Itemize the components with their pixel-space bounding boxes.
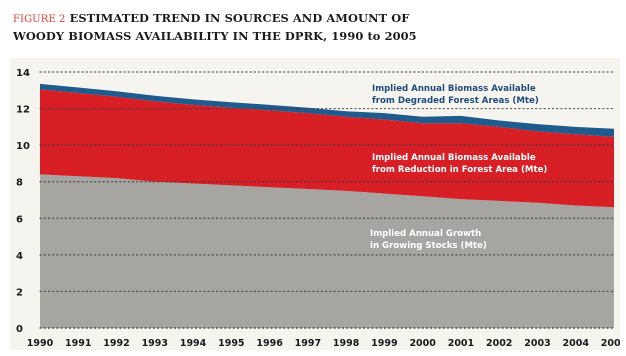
- x-tick-label-2004: 2004: [563, 338, 590, 349]
- x-tick-label-1990: 1990: [27, 338, 54, 349]
- y-tick-label-2: 2: [16, 287, 23, 298]
- series-label-2-line-2: from Reduction in Forest Area (Mte): [372, 165, 547, 175]
- title-line-2: WOODY BIOMASS AVAILABILITY IN THE DPRK, …: [13, 29, 417, 43]
- area-series-1: [40, 174, 614, 328]
- x-tick-label-1991: 1991: [65, 338, 91, 349]
- series-label-2-line-1: Implied Annual Biomass Available: [372, 153, 536, 163]
- y-tick-label-14: 14: [16, 68, 30, 79]
- x-tick-label-2000: 2000: [409, 338, 436, 349]
- figure-label: FIGURE 2: [13, 14, 66, 25]
- title-line-1: ESTIMATED TREND IN SOURCES AND AMOUNT OF: [69, 11, 410, 25]
- x-tick-label-1992: 1992: [103, 338, 129, 349]
- x-tick-label-2005: 2005: [601, 338, 620, 349]
- area-series-3: [40, 83, 614, 137]
- series-label-1-line-2: in Growing Stocks (Mte): [370, 241, 487, 251]
- y-tick-label-6: 6: [16, 214, 23, 225]
- x-tick-label-2002: 2002: [486, 338, 512, 349]
- x-tick-label-1993: 1993: [142, 338, 168, 349]
- x-tick-label-2003: 2003: [524, 338, 550, 349]
- x-tick-label-1997: 1997: [295, 338, 321, 349]
- x-tick-label-1996: 1996: [256, 338, 283, 349]
- y-tick-label-12: 12: [16, 105, 30, 116]
- y-tick-label-4: 4: [16, 251, 23, 262]
- x-tick-label-1998: 1998: [333, 338, 360, 349]
- series-label-3-line-1: Implied Annual Biomass Available: [372, 84, 536, 94]
- x-tick-label-1995: 1995: [218, 338, 244, 349]
- chart-title: FIGURE 2 ESTIMATED TREND IN SOURCES AND …: [13, 10, 417, 45]
- x-tick-label-1994: 1994: [180, 338, 207, 349]
- stacked-area-chart: 0 2 4 6 8 10 12 14 1990 1991 1992 1993 1994 1995 1996 1…: [16, 68, 626, 349]
- plot-area: 0 2 4 6 8 10 12 14 1990 1991 1992 1993 1994 1995 1996 1…: [10, 58, 626, 350]
- x-tick-label-1999: 1999: [371, 338, 397, 349]
- y-tick-label-0: 0: [16, 324, 23, 335]
- y-tick-label-8: 8: [16, 178, 23, 189]
- series-label-3-line-2: from Degraded Forest Areas (Mte): [372, 96, 539, 106]
- x-tick-label-2001: 2001: [448, 338, 474, 349]
- series-label-1-line-1: Implied Annual Growth: [370, 229, 481, 239]
- y-tick-label-10: 10: [16, 141, 30, 152]
- area-series-2: [40, 89, 614, 208]
